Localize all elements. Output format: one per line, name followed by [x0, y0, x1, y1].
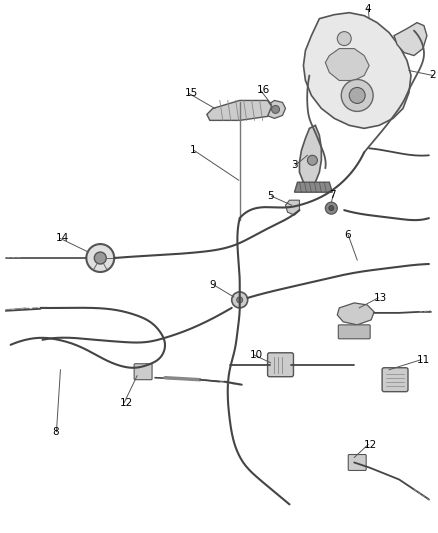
Text: 11: 11 — [417, 355, 430, 365]
Polygon shape — [207, 100, 272, 120]
Polygon shape — [394, 22, 427, 55]
Text: 7: 7 — [329, 190, 336, 200]
Text: 5: 5 — [268, 191, 274, 201]
Polygon shape — [286, 200, 300, 215]
Text: 16: 16 — [257, 85, 270, 95]
Circle shape — [329, 206, 334, 211]
FancyBboxPatch shape — [382, 368, 408, 392]
Text: 6: 6 — [344, 230, 351, 240]
Circle shape — [325, 202, 337, 214]
FancyBboxPatch shape — [348, 455, 366, 471]
Text: 1: 1 — [190, 146, 197, 155]
Text: 3: 3 — [291, 160, 298, 170]
Text: 15: 15 — [185, 88, 198, 99]
Polygon shape — [304, 13, 411, 128]
Circle shape — [232, 292, 247, 308]
Circle shape — [86, 244, 114, 272]
Polygon shape — [325, 49, 369, 80]
Circle shape — [349, 87, 365, 103]
Text: 8: 8 — [53, 426, 59, 437]
Text: 10: 10 — [250, 350, 263, 360]
Text: 14: 14 — [56, 233, 69, 243]
Polygon shape — [300, 125, 321, 186]
FancyBboxPatch shape — [268, 353, 293, 377]
Polygon shape — [264, 100, 286, 118]
Text: 12: 12 — [120, 398, 134, 408]
Polygon shape — [294, 182, 332, 192]
FancyBboxPatch shape — [338, 325, 370, 339]
Text: 4: 4 — [364, 4, 371, 14]
Polygon shape — [337, 303, 374, 325]
Text: 2: 2 — [429, 70, 435, 80]
Circle shape — [337, 31, 351, 46]
Text: 9: 9 — [210, 280, 216, 290]
Circle shape — [341, 79, 373, 111]
FancyBboxPatch shape — [134, 364, 152, 379]
Circle shape — [307, 155, 318, 165]
Circle shape — [237, 297, 243, 303]
Text: 13: 13 — [374, 293, 387, 303]
Text: 12: 12 — [364, 440, 378, 449]
Circle shape — [272, 106, 279, 114]
Circle shape — [94, 252, 106, 264]
